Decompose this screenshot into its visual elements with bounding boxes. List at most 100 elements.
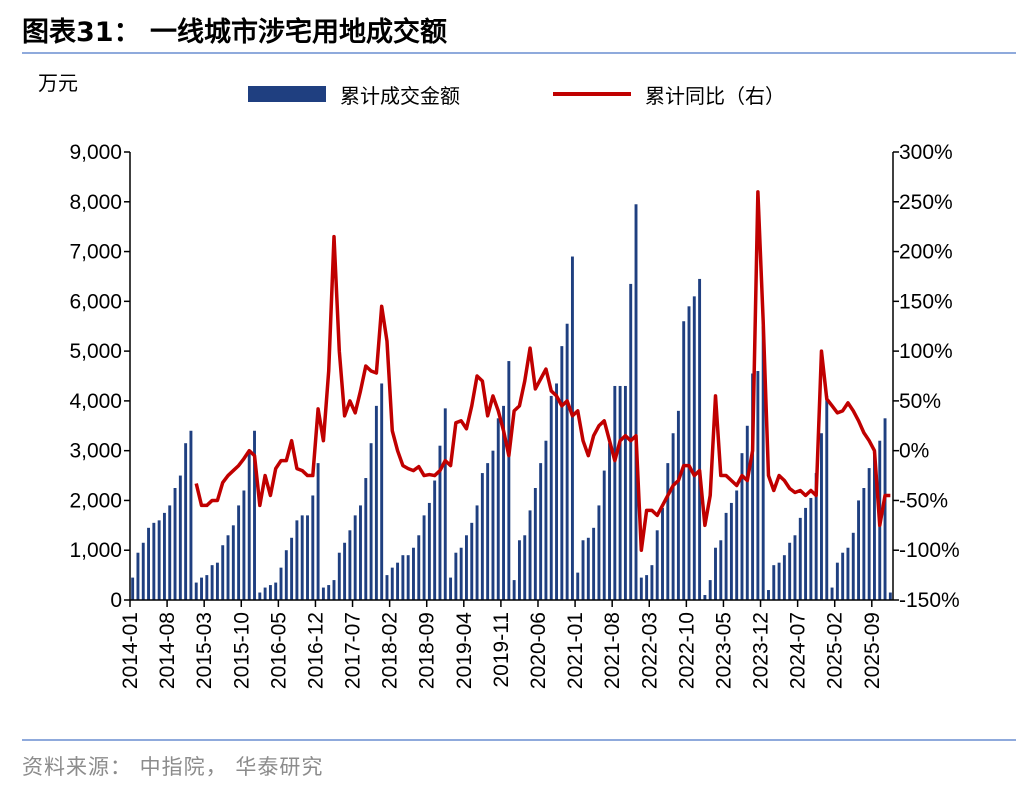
- bar: [374, 405, 378, 600]
- bar: [623, 385, 627, 600]
- bar: [597, 505, 601, 600]
- bar: [692, 296, 696, 600]
- x-axis-tick-label: 2015-10: [230, 612, 253, 689]
- left-axis-tick-label: 4,000: [69, 390, 122, 413]
- left-axis-unit: 万元: [38, 71, 78, 95]
- bar: [777, 562, 781, 600]
- bar: [793, 535, 797, 600]
- bar: [480, 473, 484, 600]
- bar: [735, 490, 739, 600]
- bar: [523, 535, 527, 600]
- bar: [772, 565, 776, 600]
- x-axis-tick-label: 2019-11: [490, 612, 513, 688]
- bar: [268, 585, 272, 600]
- bar: [364, 478, 368, 600]
- bar: [263, 587, 267, 600]
- bar: [258, 592, 262, 600]
- x-axis-tick-label: 2020-06: [527, 612, 550, 689]
- legend: 累计成交金额 累计同比（右）: [248, 84, 785, 108]
- yoy-line-path: [194, 190, 891, 552]
- right-axis-tick-label: 200%: [899, 241, 953, 264]
- bar: [343, 542, 347, 600]
- bar: [422, 515, 426, 600]
- bar: [798, 517, 802, 600]
- bar: [459, 547, 463, 600]
- bar: [650, 565, 654, 600]
- bar: [862, 488, 866, 600]
- bar: [131, 577, 135, 600]
- legend-line-label: 累计同比（右）: [645, 84, 785, 108]
- bar: [751, 373, 755, 600]
- bar: [412, 547, 415, 600]
- bar: [555, 383, 558, 600]
- x-axis-tick-label: 2016-12: [305, 612, 328, 689]
- bar: [873, 453, 876, 600]
- legend-bar-label: 累计成交金额: [340, 84, 460, 108]
- bar: [417, 535, 421, 600]
- bar: [200, 577, 203, 600]
- bar: [857, 500, 861, 600]
- bar: [396, 562, 400, 600]
- bar: [231, 525, 235, 600]
- bar: [274, 582, 278, 600]
- chart-title: 图表31： 一线城市涉宅用地成交额: [22, 17, 447, 48]
- left-axis-tick-label: 5,000: [69, 340, 122, 363]
- bar: [613, 385, 617, 600]
- right-axis-tick-label: -100%: [899, 539, 960, 562]
- bar: [406, 555, 410, 600]
- bar: [782, 555, 786, 600]
- x-axis-tick-label: 2018-09: [416, 612, 439, 689]
- bar: [348, 530, 352, 600]
- bar: [841, 552, 845, 600]
- bar: [788, 542, 792, 600]
- bar: [380, 383, 384, 600]
- x-axis-tick-label: 2016-05: [267, 612, 290, 689]
- bar: [502, 405, 505, 600]
- bar: [714, 547, 717, 600]
- bar: [560, 346, 564, 600]
- bar: [136, 552, 140, 600]
- bar: [703, 595, 707, 600]
- bar: [814, 473, 818, 600]
- bar: [316, 463, 320, 600]
- left-axis-tick-label: 7,000: [69, 241, 122, 264]
- bar: [337, 552, 341, 600]
- bar: [438, 445, 442, 600]
- bar: [210, 565, 214, 600]
- bar: [226, 535, 230, 600]
- bar: [279, 567, 283, 600]
- bar: [491, 450, 495, 600]
- bar: [825, 395, 829, 600]
- x-axis-tick-label: 2025-02: [824, 612, 847, 689]
- bar: [327, 585, 331, 600]
- bar: [740, 453, 744, 600]
- bar: [645, 575, 649, 600]
- bar: [157, 520, 161, 600]
- bar: [888, 592, 892, 600]
- footer-divider: [22, 739, 1016, 741]
- right-axis-tick-label: -50%: [899, 489, 948, 512]
- bar: [168, 505, 172, 600]
- bar: [147, 527, 150, 600]
- left-axis-tick-label: 1,000: [69, 539, 122, 562]
- bar: [729, 502, 733, 600]
- bar: [189, 430, 193, 600]
- bar: [359, 505, 362, 600]
- bar: [295, 520, 299, 600]
- bar: [851, 532, 855, 600]
- right-axis-tick-label: 100%: [899, 340, 953, 363]
- bar: [390, 567, 394, 600]
- bar: [173, 488, 177, 600]
- bar: [321, 587, 325, 600]
- bar: [549, 395, 553, 600]
- bar: [470, 522, 474, 600]
- left-axis-tick-label: 2,000: [69, 489, 122, 512]
- x-axis-tick-label: 2014-08: [156, 612, 179, 689]
- bar: [724, 512, 728, 600]
- bar: [512, 580, 516, 600]
- bar: [655, 530, 659, 600]
- bar: [486, 463, 490, 600]
- bar: [152, 522, 156, 600]
- bar: [253, 430, 256, 600]
- bar: [618, 385, 622, 600]
